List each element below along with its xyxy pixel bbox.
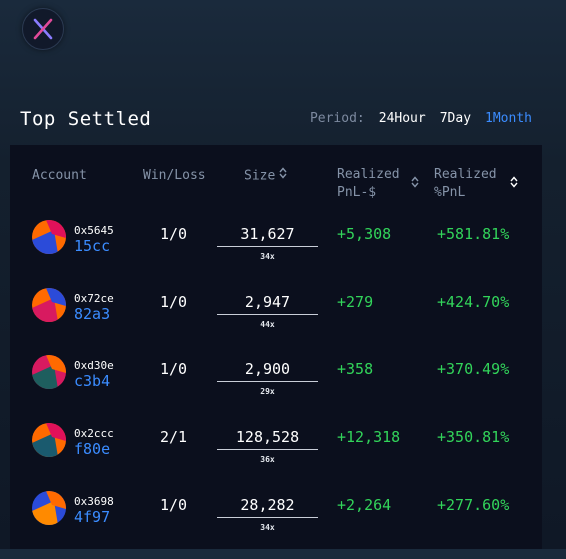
top-settled-table: Account Win/Loss Size Realized PnL-$ Rea… [10,145,542,549]
realized-pnl-value: +358 [337,360,374,378]
column-header-realized-pct-pnl-line2: %PnL [434,185,466,200]
realized-pct-pnl-value: +277.60% [437,496,510,514]
period-option-7day[interactable]: 7Day [439,111,472,126]
account-address-suffix[interactable]: f80e [74,440,111,458]
realized-pnl-value: +2,264 [337,496,392,514]
win-loss-value: 1/0 [160,496,188,514]
column-header-realized-pct-pnl-line1: Realized [434,167,497,182]
account-address-prefix[interactable]: 0x2ccc [74,427,114,440]
period-label: Period: [309,111,365,126]
avatar [32,220,66,254]
x-logo-icon [33,18,53,40]
period-selector: Period: 24Hour 7Day 1Month [310,111,532,126]
avatar [32,423,66,457]
sort-icon [279,167,287,185]
win-loss-value: 1/0 [160,293,188,311]
table-row[interactable]: 0x3698 4f97 1/0 28,282 34x +2,264 +277.60% [10,491,542,559]
account-address-prefix[interactable]: 0x5645 [74,224,114,237]
size-divider [217,246,318,247]
account-address-prefix[interactable]: 0x72ce [74,292,114,305]
account-address-suffix[interactable]: c3b4 [74,372,111,390]
column-header-realized-pnl[interactable]: Realized PnL-$ [337,166,419,202]
table-row[interactable]: 0xd30e c3b4 1/0 2,900 29x +358 +370.49% [10,355,542,423]
leverage-value: 29x [260,387,275,396]
column-header-realized-pnl-line2: PnL-$ [337,185,377,200]
column-header-size-label: Size [244,168,276,184]
column-header-realized-pnl-line1: Realized [337,167,400,182]
column-header-account: Account [32,168,87,183]
size-divider [217,517,318,518]
realized-pct-pnl-value: +581.81% [437,225,510,243]
page-title: Top Settled [20,108,152,130]
table-row[interactable]: 0x72ce 82a3 1/0 2,947 44x +279 +424.70% [10,288,542,356]
account-address-suffix[interactable]: 82a3 [74,305,111,323]
period-option-1month[interactable]: 1Month [485,111,532,126]
size-value: 28,282 [240,496,295,514]
win-loss-value: 1/0 [160,360,188,378]
leverage-value: 34x [260,252,275,261]
account-address-suffix[interactable]: 4f97 [74,508,111,526]
size-value: 2,900 [244,360,291,378]
table-row[interactable]: 0x5645 15cc 1/0 31,627 34x +5,308 +581.81% [10,220,542,288]
account-address-suffix[interactable]: 15cc [74,237,111,255]
realized-pct-pnl-value: +350.81% [437,428,510,446]
leverage-value: 34x [260,523,275,532]
column-header-win-loss: Win/Loss [143,168,206,183]
realized-pnl-value: +5,308 [337,225,392,243]
realized-pct-pnl-value: +424.70% [437,293,510,311]
avatar [32,491,66,525]
account-address-prefix[interactable]: 0xd30e [74,359,114,372]
realized-pnl-value: +279 [337,293,374,311]
size-value: 31,627 [240,225,295,243]
size-value: 2,947 [244,293,291,311]
column-header-size[interactable]: Size [244,167,287,186]
size-value: 128,528 [235,428,300,446]
size-divider [217,449,318,450]
leverage-value: 36x [260,455,275,464]
size-divider [217,314,318,315]
leverage-value: 44x [260,320,275,329]
realized-pnl-value: +12,318 [337,428,401,446]
realized-pct-pnl-value: +370.49% [437,360,510,378]
win-loss-value: 2/1 [160,428,188,446]
account-address-prefix[interactable]: 0x3698 [74,495,114,508]
period-option-24hour[interactable]: 24Hour [378,111,426,126]
sort-icon [411,176,419,194]
app-logo[interactable] [22,8,64,50]
column-header-realized-pct-pnl[interactable]: Realized %PnL [434,166,518,202]
avatar [32,355,66,389]
size-divider [217,381,318,382]
sort-icon [510,176,518,194]
avatar [32,288,66,322]
table-row[interactable]: 0x2ccc f80e 2/1 128,528 36x +12,318 +350.81% [10,423,542,491]
win-loss-value: 1/0 [160,225,188,243]
